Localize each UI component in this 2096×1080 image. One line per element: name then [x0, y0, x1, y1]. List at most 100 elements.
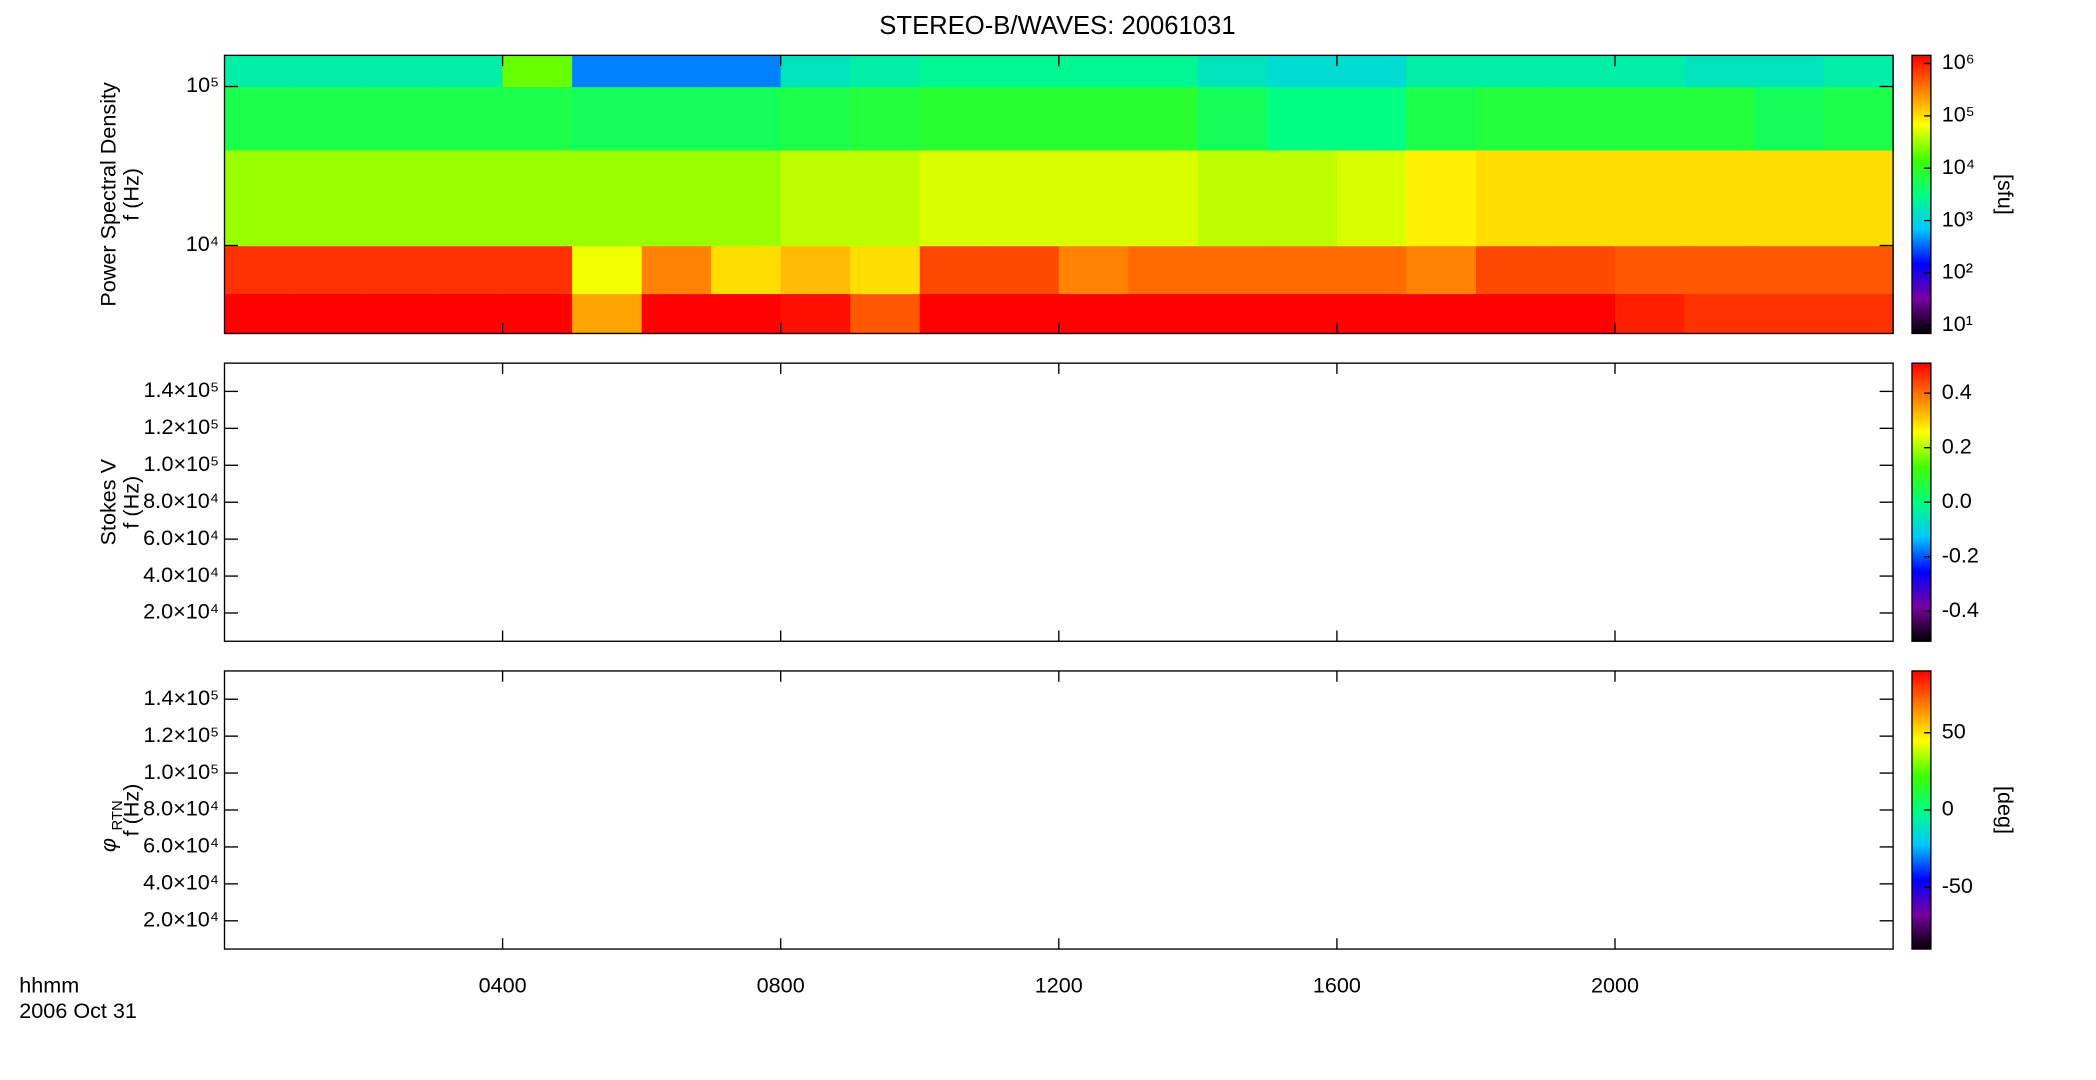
heatmap-cell: [1336, 293, 1408, 335]
x-tick-label: 0400: [479, 973, 527, 998]
heatmap-cell: [1684, 293, 1755, 335]
heatmap-cell: [989, 293, 1060, 335]
heatmap-cell: [294, 245, 365, 295]
colorbar-tick-label: 10¹: [1942, 311, 1973, 336]
colorbar-tick-label: 10⁵: [1942, 102, 1975, 127]
heatmap-cell: [780, 149, 851, 247]
heatmap-cell: [294, 86, 365, 151]
heatmap-cell: [1754, 293, 1825, 335]
heatmap-cell: [363, 149, 434, 247]
heatmap-cell: [989, 149, 1060, 247]
heatmap-cell: [1058, 149, 1129, 247]
heatmap-cell: [1197, 149, 1269, 247]
x-tick-label: 2000: [1591, 973, 1639, 998]
heatmap-cell: [1615, 245, 1686, 295]
heatmap-cell: [1754, 55, 1825, 88]
x-tick-label: 1600: [1313, 973, 1361, 998]
y-axis-label: Stokes V: [95, 458, 120, 545]
heatmap-cell: [1615, 86, 1686, 151]
heatmap-cell: [1615, 55, 1686, 88]
heatmap-cell: [989, 55, 1060, 88]
heatmap-cell: [224, 55, 295, 88]
heatmap-cell: [641, 293, 712, 335]
heatmap-cell: [363, 293, 434, 335]
colorbar-tick-label: 10²: [1942, 259, 1973, 284]
heatmap-cell: [1128, 245, 1199, 295]
heatmap-cell: [1406, 293, 1477, 335]
heatmap-cell: [780, 293, 851, 335]
y-tick-label: 2.0×10⁴: [143, 906, 219, 931]
heatmap-cell: [224, 293, 295, 335]
heatmap-cell: [641, 55, 712, 88]
x-tick-label: 0800: [757, 973, 805, 998]
heatmap-cell: [1406, 245, 1477, 295]
heatmap-cell: [1406, 149, 1477, 247]
heatmap-cell: [1267, 86, 1338, 151]
heatmap-cell: [641, 149, 712, 247]
heatmap-cell: [433, 55, 504, 88]
heatmap-cell: [433, 245, 504, 295]
colorbar: [1911, 54, 1932, 335]
y-tick-label: 4.0×10⁴: [143, 870, 219, 895]
heatmap-cell: [433, 149, 504, 247]
heatmap-cell: [1475, 55, 1547, 88]
heatmap-cell: [363, 245, 434, 295]
heatmap-cell: [1336, 86, 1408, 151]
heatmap-cell: [1754, 245, 1825, 295]
heatmap-cell: [502, 293, 573, 335]
y-tick-label: 4.0×10⁴: [143, 562, 219, 587]
heatmap-cell: [1475, 293, 1547, 335]
heatmap-cell: [1267, 293, 1338, 335]
heatmap-cell: [1823, 293, 1894, 335]
heatmap-cell: [711, 245, 782, 295]
heatmap-cell: [1197, 245, 1269, 295]
x-axis-label: hhmm: [19, 973, 79, 998]
heatmap-cell: [572, 86, 643, 151]
heatmap-cell: [711, 149, 782, 247]
heatmap-cell: [1058, 245, 1129, 295]
heatmap-cell: [1823, 149, 1894, 247]
heatmap-cell: [1545, 245, 1616, 295]
y-tick-label: 8.0×10⁴: [143, 796, 219, 821]
heatmap-cell: [572, 293, 643, 335]
heatmap-cell: [1684, 149, 1755, 247]
heatmap-cell: [919, 55, 990, 88]
heatmap-cell: [1058, 55, 1129, 88]
heatmap-cell: [850, 293, 921, 335]
heatmap-cell: [1754, 86, 1825, 151]
colorbar-label: [deg]: [1993, 786, 2018, 834]
heatmap-cell: [1545, 86, 1616, 151]
heatmap-cell: [1545, 149, 1616, 247]
y-tick-label: 1.4×10⁵: [143, 685, 219, 710]
colorbar-tick-label: 10⁴: [1942, 154, 1975, 179]
heatmap-cell: [1128, 55, 1199, 88]
colorbar-label: [sfu]: [1993, 174, 2018, 215]
heatmap-cell: [502, 86, 573, 151]
heatmap-cell: [572, 149, 643, 247]
heatmap-cell: [1128, 293, 1199, 335]
y-tick-label: 6.0×10⁴: [143, 833, 219, 858]
heatmap-cell: [1615, 293, 1686, 335]
heatmap-cell: [850, 55, 921, 88]
heatmap-cell: [1823, 86, 1894, 151]
y-tick-label: 1.2×10⁵: [143, 722, 219, 747]
y-tick-label: 8.0×10⁴: [143, 488, 219, 513]
heatmap-cell: [1336, 245, 1408, 295]
heatmap-cell: [919, 86, 990, 151]
heatmap-cell: [1058, 86, 1129, 151]
heatmap-cell: [1197, 55, 1269, 88]
y-tick-label: 1.0×10⁵: [143, 451, 219, 476]
y-axis-label: Power Spectral Density: [95, 82, 120, 307]
heatmap-cell: [433, 86, 504, 151]
heatmap-cell: [850, 245, 921, 295]
heatmap-cell: [780, 55, 851, 88]
heatmap-cell: [711, 55, 782, 88]
heatmap-cell: [363, 55, 434, 88]
heatmap-cell: [572, 55, 643, 88]
heatmap-cell: [1475, 86, 1547, 151]
plot-frame: [223, 362, 1894, 642]
heatmap-cell: [711, 86, 782, 151]
y-axis-label: f (Hz): [118, 168, 143, 221]
heatmap-cell: [1197, 293, 1269, 335]
heatmap-cell: [641, 245, 712, 295]
